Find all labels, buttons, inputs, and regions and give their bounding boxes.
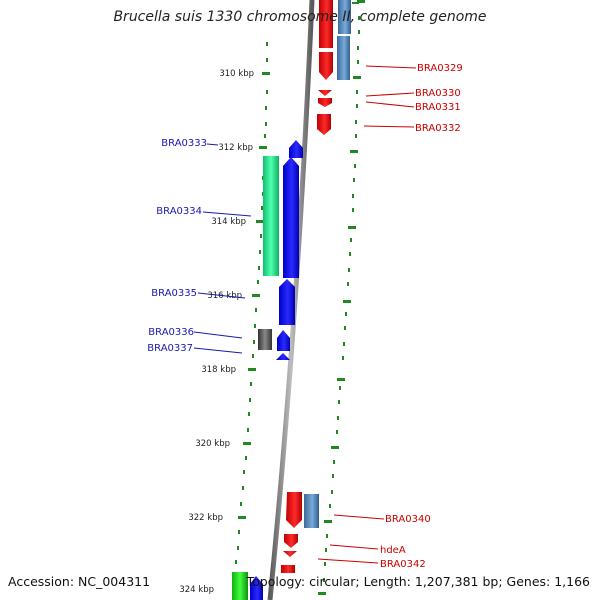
label-bra0335[interactable]: BRA0335	[151, 288, 197, 299]
tick-label-320: 320 kbp	[195, 439, 230, 449]
cds-green-bra0334	[263, 156, 279, 276]
gene-labels-left: BRA0333 BRA0334 BRA0335 BRA0336 BRA0337	[147, 138, 207, 354]
leader-lines-left	[193, 143, 252, 354]
gene-bra0333-arrow	[289, 140, 303, 158]
tick-label-312: 312 kbp	[218, 143, 253, 153]
gene-bra0340-arrow	[286, 492, 302, 528]
gene-bra0336-arrow	[277, 330, 290, 351]
cds-steel-bra0340	[304, 494, 319, 528]
gene-bra0331-arrow	[318, 98, 332, 107]
cds-green-bottom	[232, 572, 248, 600]
topology-text: Topology: circular; Length: 1,207,381 bp…	[246, 574, 590, 589]
tick-label-318: 318 kbp	[201, 365, 236, 375]
gene-blue-bottom-arrow	[250, 576, 263, 600]
bottom-gene-cluster	[232, 492, 319, 600]
left-track-dots	[235, 42, 268, 564]
label-bra0334[interactable]: BRA0334	[156, 206, 202, 217]
cds-steel-top-1	[338, 0, 351, 34]
label-bra0342[interactable]: BRA0342	[380, 559, 426, 570]
label-bra0333[interactable]: BRA0333	[161, 138, 207, 149]
label-bra0332[interactable]: BRA0332	[415, 123, 461, 134]
gene-bra0329-arrow	[319, 52, 333, 80]
mid-gene-cluster	[258, 140, 303, 360]
tick-label-324: 324 kbp	[179, 585, 214, 595]
gene-bra0335-arrow	[279, 279, 295, 325]
label-bra0336[interactable]: BRA0336	[148, 327, 194, 338]
gene-bra0342-arrow	[283, 551, 297, 557]
gene-red-bottom-small	[281, 565, 295, 573]
gene-hdea-arrow	[284, 534, 298, 548]
tick-label-310: 310 kbp	[219, 69, 254, 79]
gene-bra0330-arrow	[318, 90, 332, 96]
map-title: Brucella suis 1330 chromosome II, comple…	[113, 9, 487, 25]
label-bra0331[interactable]: BRA0331	[415, 102, 461, 113]
right-track-ticks	[318, 0, 365, 595]
label-hdea[interactable]: hdeA	[380, 545, 406, 556]
leader-lines-right	[317, 65, 417, 564]
accession-text: Accession: NC_004311	[8, 574, 151, 589]
gene-labels-right: BRA0329 BRA0330 BRA0331 BRA0332 BRA0340 …	[380, 63, 463, 570]
label-bra0340[interactable]: BRA0340	[385, 514, 431, 525]
gene-red-top-1	[319, 0, 333, 48]
gene-bra0337-arrow	[276, 353, 290, 360]
chromosome-backbone	[267, 0, 315, 600]
cds-steel-top-2	[337, 36, 350, 80]
tick-label-314: 314 kbp	[211, 217, 246, 227]
label-bra0330[interactable]: BRA0330	[415, 88, 461, 99]
top-gene-cluster	[317, 0, 359, 135]
label-bra0329[interactable]: BRA0329	[417, 63, 463, 74]
gene-bra0334-arrow	[283, 157, 299, 278]
gene-bra0332-arrow	[317, 114, 331, 135]
cds-gray-bra0336	[258, 329, 272, 350]
tick-label-322: 322 kbp	[188, 513, 223, 523]
label-bra0337[interactable]: BRA0337	[147, 343, 193, 354]
right-track-dots	[323, 16, 360, 582]
